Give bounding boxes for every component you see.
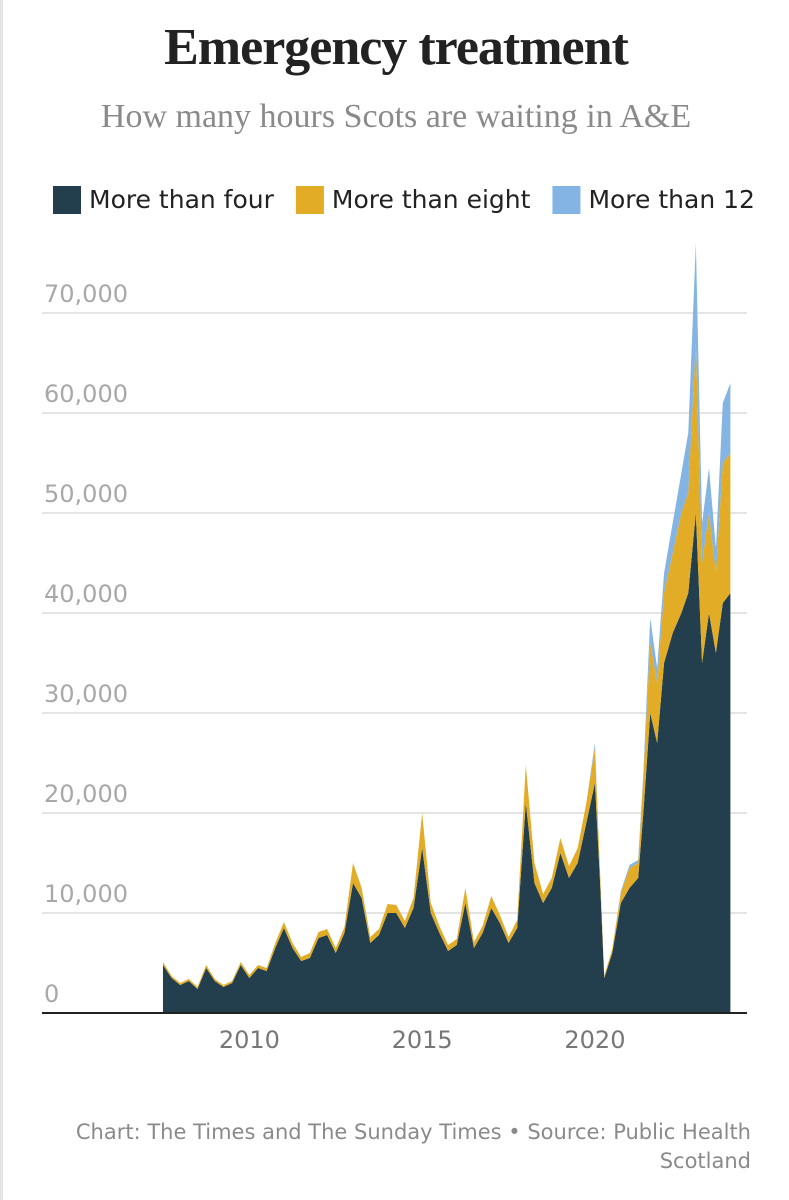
y-tick-label: 30,000: [44, 680, 128, 708]
legend-label: More than 12: [588, 185, 755, 214]
x-tick-label: 2020: [564, 1026, 625, 1054]
x-tick-label: 2010: [219, 1026, 280, 1054]
legend-swatch: [295, 186, 324, 214]
y-tick-label: 20,000: [44, 780, 128, 808]
area: [162, 513, 731, 1013]
x-tick-label: 2015: [392, 1026, 453, 1054]
legend-swatch: [53, 186, 81, 214]
chart: 0 10,000 20,000 30,000 40,000 50,000 60,000 70,…: [42, 185, 755, 1054]
chart-title: Emergency treatment: [164, 19, 629, 76]
y-tick-label: 70,000: [44, 280, 128, 308]
y-tick-label: 0: [44, 980, 59, 1008]
y-tick-label: 10,000: [44, 880, 128, 908]
legend-label: More than eight: [332, 185, 531, 214]
legend-swatch: [552, 186, 581, 214]
legend-label: More than four: [89, 185, 275, 214]
y-tick-label: 60,000: [44, 380, 128, 408]
y-tick-label: 50,000: [44, 480, 128, 508]
chart-subtitle: How many hours Scots are waiting in A&E: [100, 98, 692, 135]
footer: Chart: The Times and The Sunday Times • …: [75, 1120, 751, 1173]
y-tick-label: 40,000: [44, 580, 128, 608]
